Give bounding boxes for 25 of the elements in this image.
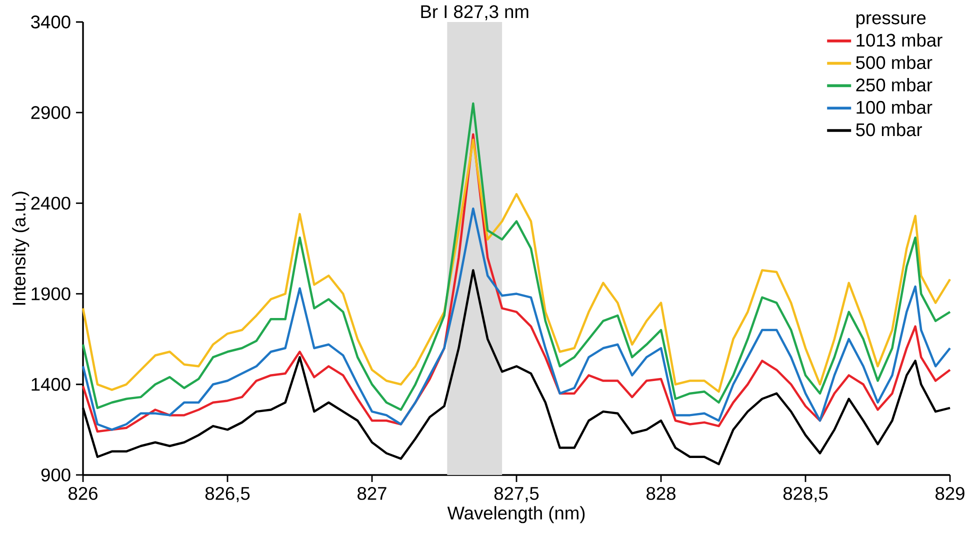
legend-label: 1013 mbar (856, 33, 942, 47)
legend-label: 500 mbar (856, 56, 932, 70)
legend-label: 50 mbar (856, 122, 922, 136)
y-tick-label: 1400 (32, 378, 70, 391)
legend-label: 100 mbar (856, 100, 932, 114)
x-tick-label: 826 (68, 486, 98, 500)
x-tick-label: 828 (646, 486, 676, 500)
y-axis-title: Intensity (a.u.) (12, 192, 30, 305)
band-label: Br I 827,3 nm (421, 5, 528, 20)
y-tick-label: 2900 (31, 106, 70, 120)
x-tick-label: 826,5 (205, 486, 250, 502)
x-tick-label: 827,5 (494, 486, 539, 502)
y-tick-label: 2400 (31, 196, 70, 210)
y-tick-label: 3400 (31, 16, 70, 28)
x-tick-label: 829 (936, 486, 964, 500)
y-tick-label: 900 (41, 468, 70, 482)
x-axis-title: Wavelength (nm) (447, 506, 585, 524)
legend-title: pressure (856, 14, 926, 28)
line-series (82, 138, 952, 393)
line-series (82, 102, 952, 411)
x-tick-label: 828,5 (783, 486, 828, 502)
y-tick-label: 1900 (32, 287, 70, 300)
line-series (82, 208, 952, 431)
x-tick-label: 827 (358, 486, 386, 500)
legend-label: 250 mbar (856, 78, 932, 92)
